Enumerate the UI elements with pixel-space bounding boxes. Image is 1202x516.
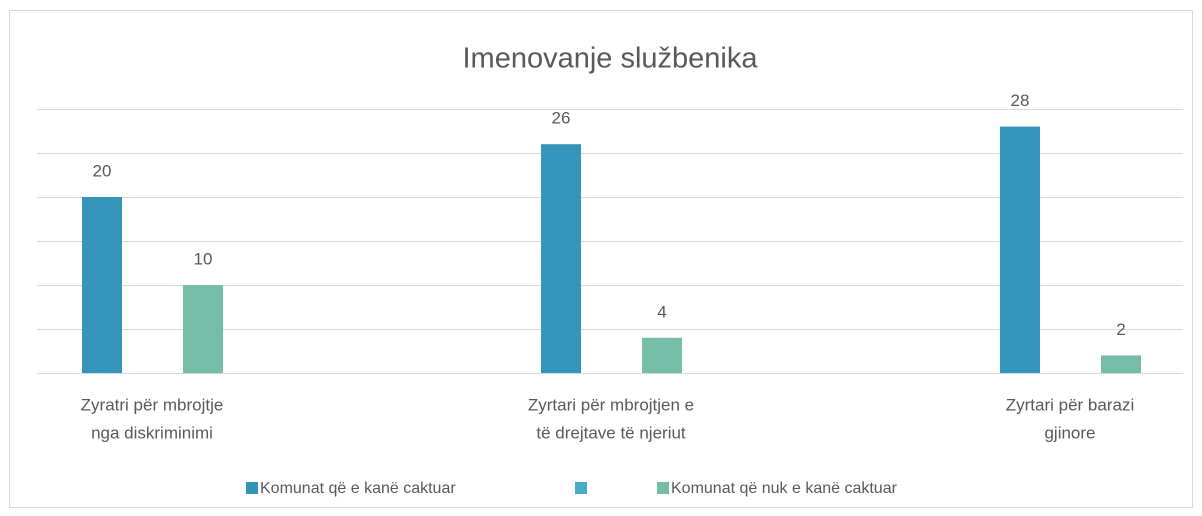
legend-label: Komunat që e kanë caktuar: [260, 480, 456, 497]
data-label: 26: [552, 109, 571, 128]
data-label: 4: [657, 302, 666, 321]
legend-swatch: [575, 482, 587, 494]
legend-swatch: [657, 482, 669, 494]
data-label: 2: [1116, 320, 1125, 339]
bar: [183, 285, 223, 373]
data-label: 20: [93, 161, 112, 180]
x-tick-label: Zyrtari për mbrojtjen e: [528, 395, 694, 414]
legend-label: Komunat që nuk e kanë caktuar: [671, 480, 898, 497]
data-label: 10: [194, 249, 213, 268]
x-tick-label: gjinore: [1044, 423, 1095, 442]
data-label: 28: [1011, 91, 1030, 110]
bar: [541, 144, 581, 373]
bar: [642, 337, 682, 373]
bar: [1101, 355, 1141, 373]
x-tick-label: Zyrtari për barazi: [1006, 395, 1134, 414]
x-tick-label: nga diskriminimi: [91, 423, 213, 442]
bar: [82, 197, 122, 373]
bar: [1000, 126, 1040, 373]
x-tick-label: të drejtave të njeriut: [536, 423, 686, 442]
legend-swatch: [246, 482, 258, 494]
chart-border: [9, 10, 1193, 508]
x-tick-label: Zyratri për mbrojtje: [81, 395, 224, 414]
chart-title: Imenovanje službenika: [462, 43, 758, 75]
